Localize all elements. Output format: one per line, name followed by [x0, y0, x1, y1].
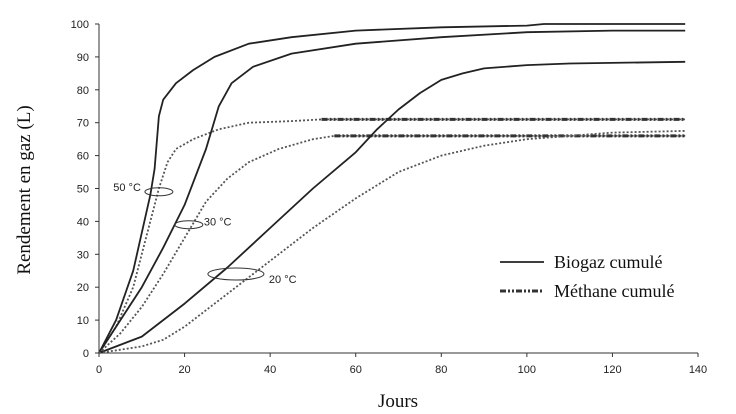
x-tick-label: 40: [264, 364, 276, 376]
series-line-méthane-50c: [98, 118, 686, 354]
y-tick-label: 40: [77, 216, 89, 228]
y-tick-label: 0: [83, 348, 89, 360]
series-line-biogaz-50c: [98, 23, 686, 354]
y-tick-label: 100: [71, 19, 89, 31]
legend: Biogaz cumulé Méthane cumulé: [500, 252, 674, 301]
annotation-label: 20 °C: [269, 274, 297, 286]
y-tick-label: 60: [77, 151, 89, 163]
annotations: 50 °C 30 °C 20 °C: [113, 182, 296, 286]
series-line-biogaz-20c: [98, 60, 686, 354]
y-tick-label: 30: [77, 249, 89, 261]
series-line-méthane-30c: [98, 135, 686, 354]
x-tick-label: 120: [603, 364, 621, 376]
x-tick-label: 80: [435, 364, 447, 376]
annotation-label: 30 °C: [204, 217, 232, 229]
x-tick-label: 100: [518, 364, 536, 376]
y-tick-label: 10: [77, 315, 89, 327]
x-tick-label: 0: [96, 364, 102, 376]
y-tick-label: 20: [77, 282, 89, 294]
y-tick-label: 50: [77, 184, 89, 196]
y-tick-label: 90: [77, 52, 89, 64]
annotation-ellipse: [207, 267, 265, 281]
series-line-méthane-20c: [98, 130, 686, 354]
series-line-biogaz-30c: [98, 29, 686, 354]
y-axis-title: Rendement en gaz (L): [14, 105, 35, 274]
x-tick-label: 60: [350, 364, 362, 376]
x-tick-label: 140: [689, 364, 707, 376]
y-tick-label: 80: [77, 85, 89, 97]
annotation-ellipse: [144, 187, 174, 197]
x-tick-label: 20: [178, 364, 190, 376]
series-layer: [98, 23, 686, 354]
annotation-ellipse: [174, 220, 204, 230]
legend-label: Biogaz cumulé: [554, 252, 662, 272]
y-tick-label: 70: [77, 118, 89, 130]
x-axis-title: Jours: [378, 391, 418, 412]
annotation-label: 50 °C: [113, 182, 141, 194]
axes: 0 10 20 30 40 50 60 70 80 90 100 0 20 40 60 80 100 120 140: [71, 19, 708, 376]
legend-label: Méthane cumulé: [554, 281, 674, 301]
